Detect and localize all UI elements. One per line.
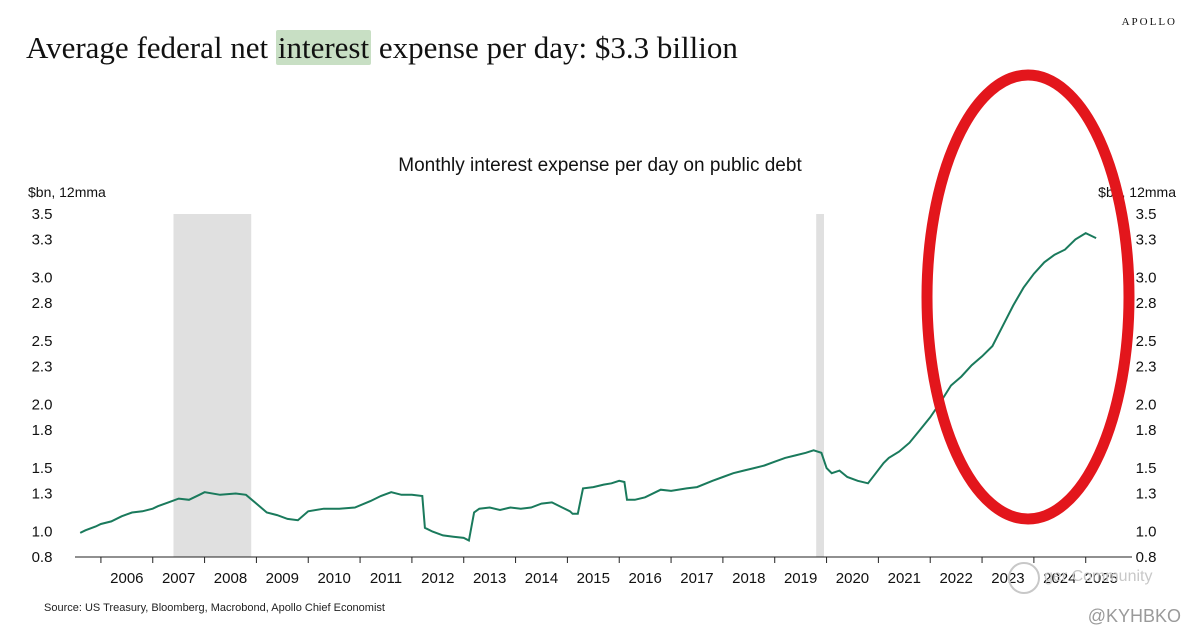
y-tick-left-10: 3.3 <box>32 231 53 248</box>
y-tick-right-0: 0.8 <box>1136 549 1157 566</box>
y-tick-right-2: 1.3 <box>1136 485 1157 502</box>
recession-band-0 <box>173 214 252 557</box>
x-tick-label-2013: 2013 <box>473 570 506 587</box>
watermark-text: ger Community <box>1044 568 1153 585</box>
y-tick-left-2: 1.3 <box>32 485 53 502</box>
y-tick-right-10: 3.3 <box>1136 231 1157 248</box>
x-tick-label-2022: 2022 <box>939 570 972 587</box>
y-ticks-right: 0.8 1.0 1.3 1.5 1.8 2.0 2.3 2.5 2.8 3.0 3.3 3.5 <box>1136 206 1157 566</box>
author-handle: @KYHBKO <box>1087 606 1181 626</box>
y-axis-label-right: $bn, 12mma <box>1098 184 1176 200</box>
y-tick-right-9: 3.0 <box>1136 270 1157 287</box>
recession-bands <box>173 214 824 557</box>
series-line-interest-expense <box>79 231 1097 542</box>
x-tick-label-2015: 2015 <box>577 570 610 587</box>
x-tick-label-2016: 2016 <box>628 570 661 587</box>
watermark: ger Community <box>1008 558 1168 598</box>
y-tick-right-11: 3.5 <box>1136 206 1157 223</box>
headline-before: Average federal net <box>26 30 276 65</box>
y-tick-right-6: 2.3 <box>1136 358 1157 375</box>
y-tick-left-0: 0.8 <box>32 549 53 566</box>
x-tick-label-2006: 2006 <box>110 570 143 587</box>
recession-band-1 <box>816 214 824 557</box>
y-tick-left-7: 2.5 <box>32 333 53 350</box>
x-tick-label-2019: 2019 <box>784 570 817 587</box>
x-tick-label-2024: 2024 <box>1043 570 1076 587</box>
y-tick-left-6: 2.3 <box>32 358 53 375</box>
x-tick-label-2009: 2009 <box>266 570 299 587</box>
x-tick-label-2018: 2018 <box>732 570 765 587</box>
y-tick-right-3: 1.5 <box>1136 460 1157 477</box>
x-tick-label-2007: 2007 <box>162 570 195 587</box>
x-tick-label-2011: 2011 <box>370 570 402 587</box>
x-tick-label-2025: 2025 <box>1085 570 1118 587</box>
y-tick-left-4: 1.8 <box>32 422 53 439</box>
y-tick-right-8: 2.8 <box>1136 295 1157 312</box>
chart-title: Monthly interest expense per day on publ… <box>398 155 802 176</box>
x-tick-label-2008: 2008 <box>214 570 247 587</box>
y-tick-right-1: 1.0 <box>1136 524 1157 541</box>
headline-after: expense per day: $3.3 billion <box>371 30 738 65</box>
source-note: Source: US Treasury, Bloomberg, Macrobon… <box>44 602 385 614</box>
x-tick-label-2021: 2021 <box>888 570 921 587</box>
y-tick-left-5: 2.0 <box>32 397 53 414</box>
y-tick-right-7: 2.5 <box>1136 333 1157 350</box>
y-axis-label-left: $bn, 12mma <box>28 184 106 200</box>
brand-logo-text: APOLLO <box>1121 16 1177 28</box>
y-tick-left-11: 3.5 <box>32 206 53 223</box>
x-axis: 2006 2007 2008 2009 2010 2011 2012 2013 2014 2015… <box>75 556 1132 587</box>
y-ticks-left: 0.8 1.0 1.3 1.5 1.8 2.0 2.3 2.5 2.8 3.0 3.3 3.5 <box>32 206 53 566</box>
y-tick-left-3: 1.5 <box>32 460 53 477</box>
x-tick-label-2017: 2017 <box>680 570 713 587</box>
x-tick-label-2014: 2014 <box>525 570 558 587</box>
headline: Average federal net interest expense per… <box>26 30 738 66</box>
y-tick-right-4: 1.8 <box>1136 422 1157 439</box>
y-tick-left-1: 1.0 <box>32 524 53 541</box>
y-tick-right-5: 2.0 <box>1136 397 1157 414</box>
headline-highlight: interest <box>275 30 372 65</box>
watermark-logo-icon <box>1008 562 1040 594</box>
x-tick-label-2020: 2020 <box>836 570 869 587</box>
x-tick-label-2012: 2012 <box>421 570 454 587</box>
y-tick-left-9: 3.0 <box>32 270 53 287</box>
x-tick-label-2010: 2010 <box>317 570 350 587</box>
y-tick-left-8: 2.8 <box>32 295 53 312</box>
red-highlight-oval <box>921 69 1135 525</box>
